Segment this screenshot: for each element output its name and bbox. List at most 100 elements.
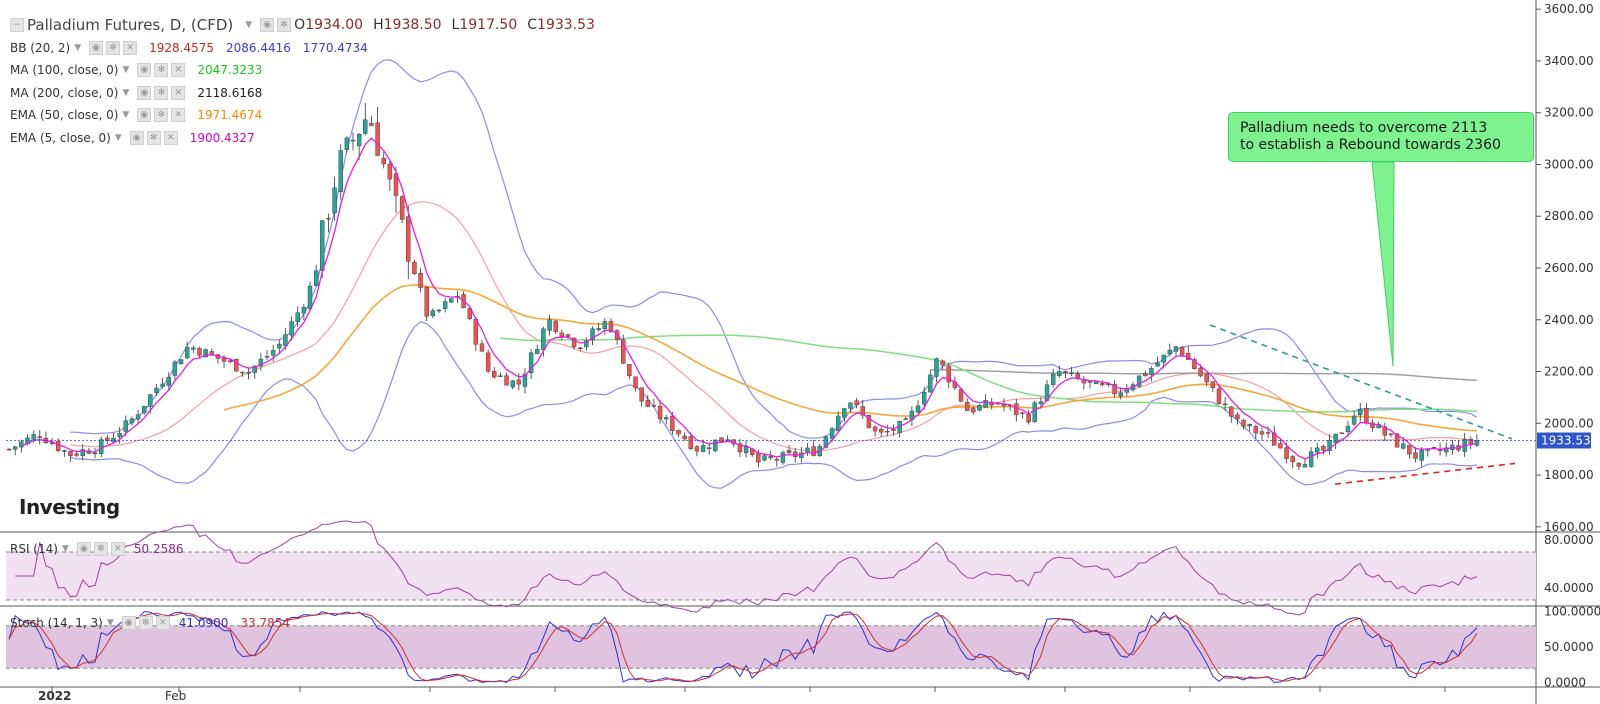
candle (719, 437, 724, 442)
candle (1315, 447, 1320, 453)
chevron-down-icon[interactable]: ▼ (122, 87, 130, 98)
candle (406, 216, 411, 262)
rsi-legend: RSI (14) ▼ ◉ ✻ ✕ 50.2586 (10, 542, 184, 556)
candle (473, 319, 479, 345)
gear-icon[interactable]: ✻ (106, 40, 121, 55)
candle (381, 158, 386, 165)
candle (6, 448, 12, 451)
candle (1290, 456, 1295, 463)
candle (1161, 354, 1166, 363)
candle (1235, 414, 1240, 420)
annotation-line-1: Palladium needs to overcome 2113 (1240, 120, 1488, 136)
bb-middle-band (70, 201, 1478, 452)
candle (878, 429, 884, 433)
candle (227, 360, 233, 362)
candle (504, 375, 509, 386)
candle (172, 361, 178, 376)
close-icon[interactable]: ✕ (171, 85, 186, 100)
candle (621, 339, 626, 364)
annotation-callout[interactable]: Palladium needs to overcome 2113 to esta… (1228, 112, 1534, 162)
candle (541, 328, 546, 350)
close-icon[interactable]: ✕ (155, 616, 170, 630)
indicator-row: EMA (5, close, 0) ▼ ◉ ✻ ✕ 1900.4327 (10, 127, 605, 150)
candle (148, 394, 153, 407)
candle (860, 406, 865, 416)
eye-icon[interactable]: ◉ (89, 40, 104, 55)
gear-icon[interactable]: ✻ (154, 63, 169, 78)
chevron-down-icon[interactable]: ▼ (61, 544, 69, 554)
chart-title: Palladium Futures, D, (CFD) (27, 16, 234, 35)
close-icon[interactable]: ✕ (110, 542, 125, 556)
close-icon[interactable]: ✕ (123, 40, 138, 55)
candle (1444, 447, 1449, 453)
candle (1401, 443, 1406, 449)
stoch-d-value: 33.7854 (240, 616, 291, 630)
candle (117, 432, 122, 437)
candle (602, 321, 608, 329)
candle (811, 446, 816, 456)
candle (682, 435, 687, 440)
eye-icon[interactable]: ◉ (137, 108, 152, 123)
candle (326, 217, 331, 220)
chevron-down-icon[interactable]: ▼ (74, 42, 82, 53)
gear-icon[interactable]: ✻ (93, 542, 108, 556)
candle (252, 365, 257, 373)
gear-icon[interactable]: ✻ (146, 130, 161, 145)
candle (234, 359, 239, 372)
stoch-k-value: 41.0900 (178, 616, 229, 630)
candle (1069, 372, 1074, 374)
candle (31, 434, 36, 440)
chevron-down-icon[interactable]: ▼ (106, 618, 114, 628)
candle (135, 414, 141, 420)
gear-icon[interactable]: ✻ (154, 108, 169, 123)
candle (356, 134, 362, 147)
candle (866, 415, 872, 428)
candle (430, 310, 436, 316)
candle (1308, 451, 1314, 467)
chevron-down-icon[interactable]: ▼ (245, 20, 253, 31)
eye-icon[interactable]: ◉ (137, 63, 152, 78)
candle (743, 446, 749, 454)
candle (958, 389, 964, 402)
candle (762, 455, 767, 461)
stoch-tick-label: 50.0000 (1544, 640, 1594, 654)
gear-icon[interactable]: ✻ (138, 616, 153, 630)
stoch-tick-label: 0.0000 (1544, 675, 1586, 689)
chevron-down-icon[interactable]: ▼ (122, 65, 130, 76)
chevron-down-icon[interactable]: ▼ (114, 132, 122, 143)
candle (184, 347, 190, 359)
eye-icon[interactable]: ◉ (76, 542, 91, 556)
candle (737, 443, 743, 453)
candle (688, 436, 693, 449)
gear-icon[interactable]: ✻ (154, 85, 169, 100)
close-icon[interactable]: ✕ (171, 63, 186, 78)
candle (553, 320, 558, 333)
candle (141, 405, 147, 413)
close-icon[interactable]: ✕ (171, 108, 186, 123)
y-tick-label: 2400.00 (1544, 313, 1594, 327)
candle (1204, 373, 1209, 383)
eye-icon[interactable]: ◉ (137, 85, 152, 100)
eye-icon[interactable]: ◉ (121, 616, 136, 630)
candle (467, 308, 472, 319)
candle (1333, 433, 1338, 443)
candle (1296, 462, 1302, 467)
candle (903, 418, 908, 420)
collapse-icon[interactable]: − (10, 18, 24, 33)
candle (921, 392, 927, 405)
candle (301, 307, 307, 314)
candle (1468, 439, 1473, 444)
indicator-value: 1900.4327 (189, 130, 255, 145)
candle (977, 405, 982, 411)
eye-icon[interactable]: ◉ (129, 130, 144, 145)
close-icon[interactable]: ✕ (163, 130, 178, 145)
chevron-down-icon[interactable]: ▼ (122, 110, 130, 121)
candle (19, 441, 24, 448)
candle (848, 402, 853, 409)
gear-icon[interactable]: ✻ (277, 18, 292, 33)
candle (1149, 368, 1154, 375)
indicator-value: 2118.6168 (197, 85, 263, 100)
eye-icon[interactable]: ◉ (260, 18, 275, 33)
indicator-value: 1928.4575 (149, 40, 215, 55)
